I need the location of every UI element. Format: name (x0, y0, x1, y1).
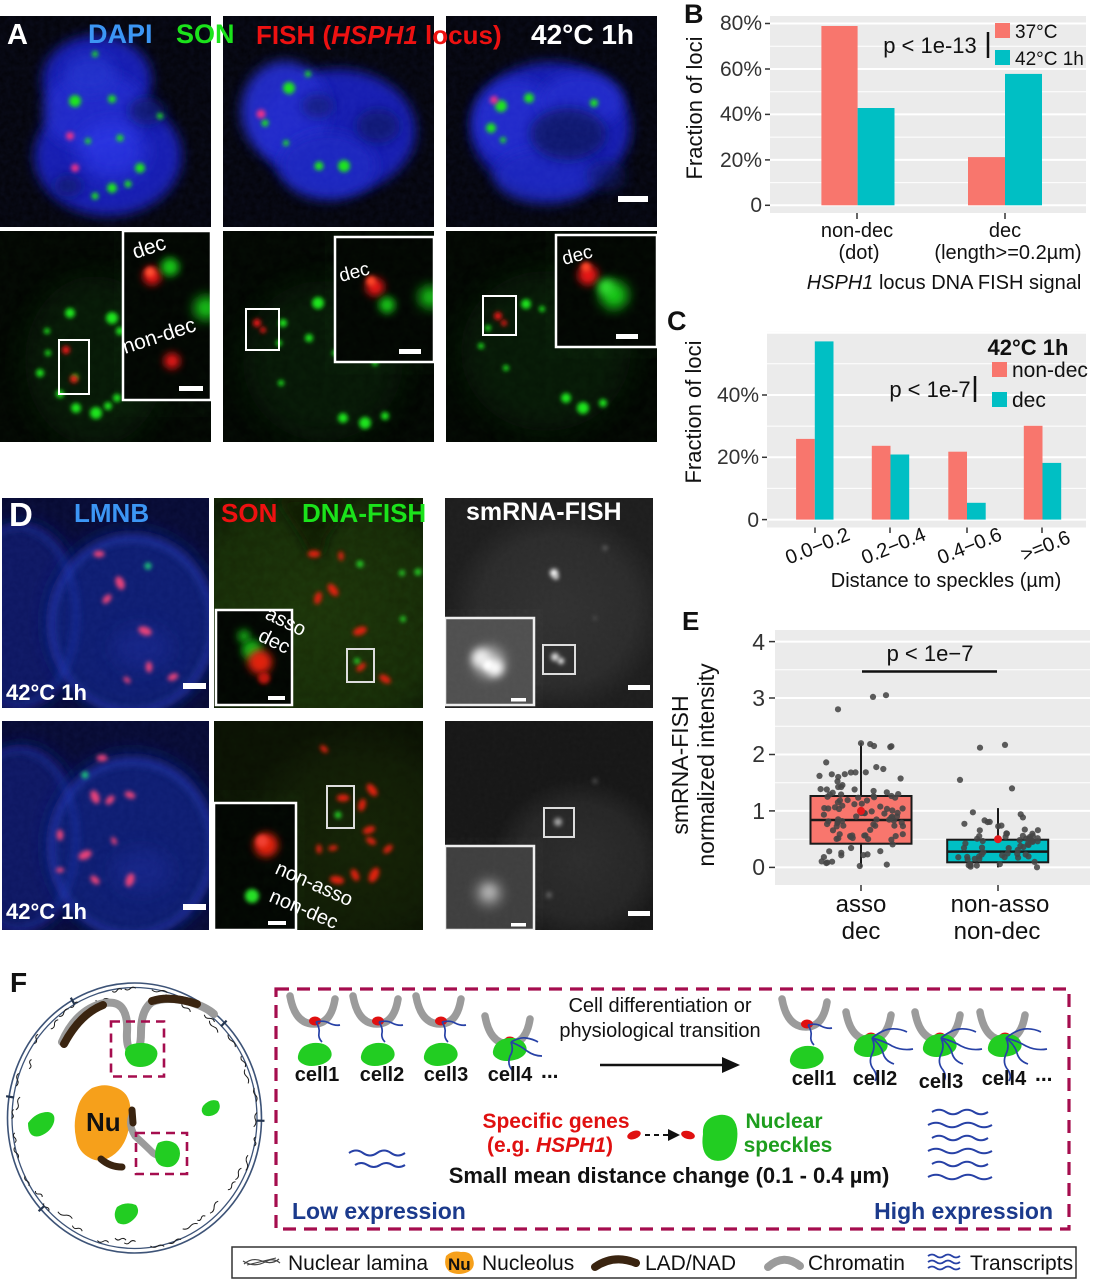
svg-text:0: 0 (747, 509, 759, 532)
svg-text:Nuclear: Nuclear (745, 1110, 822, 1133)
svg-text:...: ... (541, 1060, 559, 1083)
svg-text:Transcripts: Transcripts (970, 1252, 1073, 1275)
svg-text:Cell differentiation or: Cell differentiation or (568, 995, 751, 1017)
svg-text:asso: asso (836, 891, 887, 918)
svg-text:dec: dec (989, 220, 1021, 242)
svg-text:LAD/NAD: LAD/NAD (645, 1252, 736, 1275)
svg-text:dec: dec (842, 918, 881, 945)
svg-text:42°C 1h: 42°C 1h (1015, 49, 1084, 70)
svg-text:cell3: cell3 (919, 1071, 963, 1093)
svg-text:p < 1e−7: p < 1e−7 (887, 641, 974, 666)
svg-text:0: 0 (750, 194, 762, 217)
svg-text:42°C 1h: 42°C 1h (988, 335, 1069, 360)
svg-text:20%: 20% (717, 446, 759, 469)
svg-text:cell1: cell1 (295, 1064, 339, 1086)
svg-text:37°C: 37°C (1015, 22, 1057, 43)
svg-text:cell3: cell3 (424, 1064, 468, 1086)
svg-text:non-dec: non-dec (821, 220, 893, 242)
svg-text:p < 1e-13: p < 1e-13 (883, 33, 977, 58)
svg-text:0.2−0.4: 0.2−0.4 (858, 524, 929, 570)
svg-text:B: B (684, 0, 704, 29)
svg-text:0: 0 (752, 854, 765, 880)
svg-text:Small mean distance change (0.: Small mean distance change (0.1 - 0.4 µm… (449, 1163, 890, 1188)
svg-text:Nu: Nu (448, 1255, 471, 1274)
svg-text:High expression: High expression (874, 1198, 1053, 1224)
svg-text:E: E (682, 606, 699, 636)
svg-text:80%: 80% (720, 12, 762, 35)
svg-text:60%: 60% (720, 58, 762, 81)
svg-text:0.4−0.6: 0.4−0.6 (934, 524, 1005, 570)
svg-text:4: 4 (752, 629, 765, 655)
svg-text:cell1: cell1 (792, 1068, 836, 1090)
svg-text:Nuclear lamina: Nuclear lamina (288, 1252, 428, 1275)
svg-text:(length>=0.2µm): (length>=0.2µm) (934, 242, 1081, 264)
svg-text:p < 1e-7: p < 1e-7 (889, 377, 970, 402)
svg-text:Nucleolus: Nucleolus (482, 1252, 574, 1275)
svg-text:Specific genes: Specific genes (482, 1110, 629, 1133)
svg-text:Distance to speckles (µm): Distance to speckles (µm) (831, 570, 1061, 592)
svg-text:normalized intensity: normalized intensity (693, 663, 719, 867)
svg-text:40%: 40% (720, 103, 762, 126)
svg-text:0.0−0.2: 0.0−0.2 (782, 524, 853, 570)
svg-text:Low expression: Low expression (292, 1198, 466, 1224)
svg-text:(e.g. HSPH1): (e.g. HSPH1) (487, 1134, 613, 1157)
svg-text:physiological transition: physiological transition (559, 1020, 760, 1042)
svg-text:Fraction of loci: Fraction of loci (681, 340, 706, 483)
svg-text:cell2: cell2 (360, 1064, 404, 1086)
svg-text:speckles: speckles (744, 1134, 833, 1157)
svg-text:smRNA-FISH: smRNA-FISH (667, 695, 693, 834)
svg-text:non-dec: non-dec (1012, 359, 1088, 382)
svg-text:2: 2 (752, 741, 765, 767)
svg-text:cell2: cell2 (853, 1068, 897, 1090)
svg-text:HSPH1 locus DNA FISH signal: HSPH1 locus DNA FISH signal (807, 272, 1082, 294)
svg-text:non-dec: non-dec (954, 918, 1041, 945)
svg-text:Nu: Nu (86, 1107, 121, 1137)
svg-text:non-asso: non-asso (951, 891, 1050, 918)
svg-text:20%: 20% (720, 149, 762, 172)
svg-text:cell4: cell4 (488, 1064, 533, 1086)
svg-text:Chromatin: Chromatin (808, 1252, 905, 1275)
svg-text:dec: dec (1012, 389, 1046, 412)
svg-text:3: 3 (752, 685, 765, 711)
svg-text:40%: 40% (717, 384, 759, 407)
svg-text:>=0.6: >=0.6 (1018, 527, 1074, 567)
svg-text:(dot): (dot) (838, 242, 879, 264)
svg-text:C: C (667, 306, 687, 336)
svg-text:1: 1 (752, 798, 765, 824)
svg-text:Fraction of loci: Fraction of loci (682, 36, 707, 179)
svg-text:cell4: cell4 (982, 1068, 1027, 1090)
svg-text:F: F (10, 967, 27, 998)
svg-text:...: ... (1035, 1063, 1053, 1086)
